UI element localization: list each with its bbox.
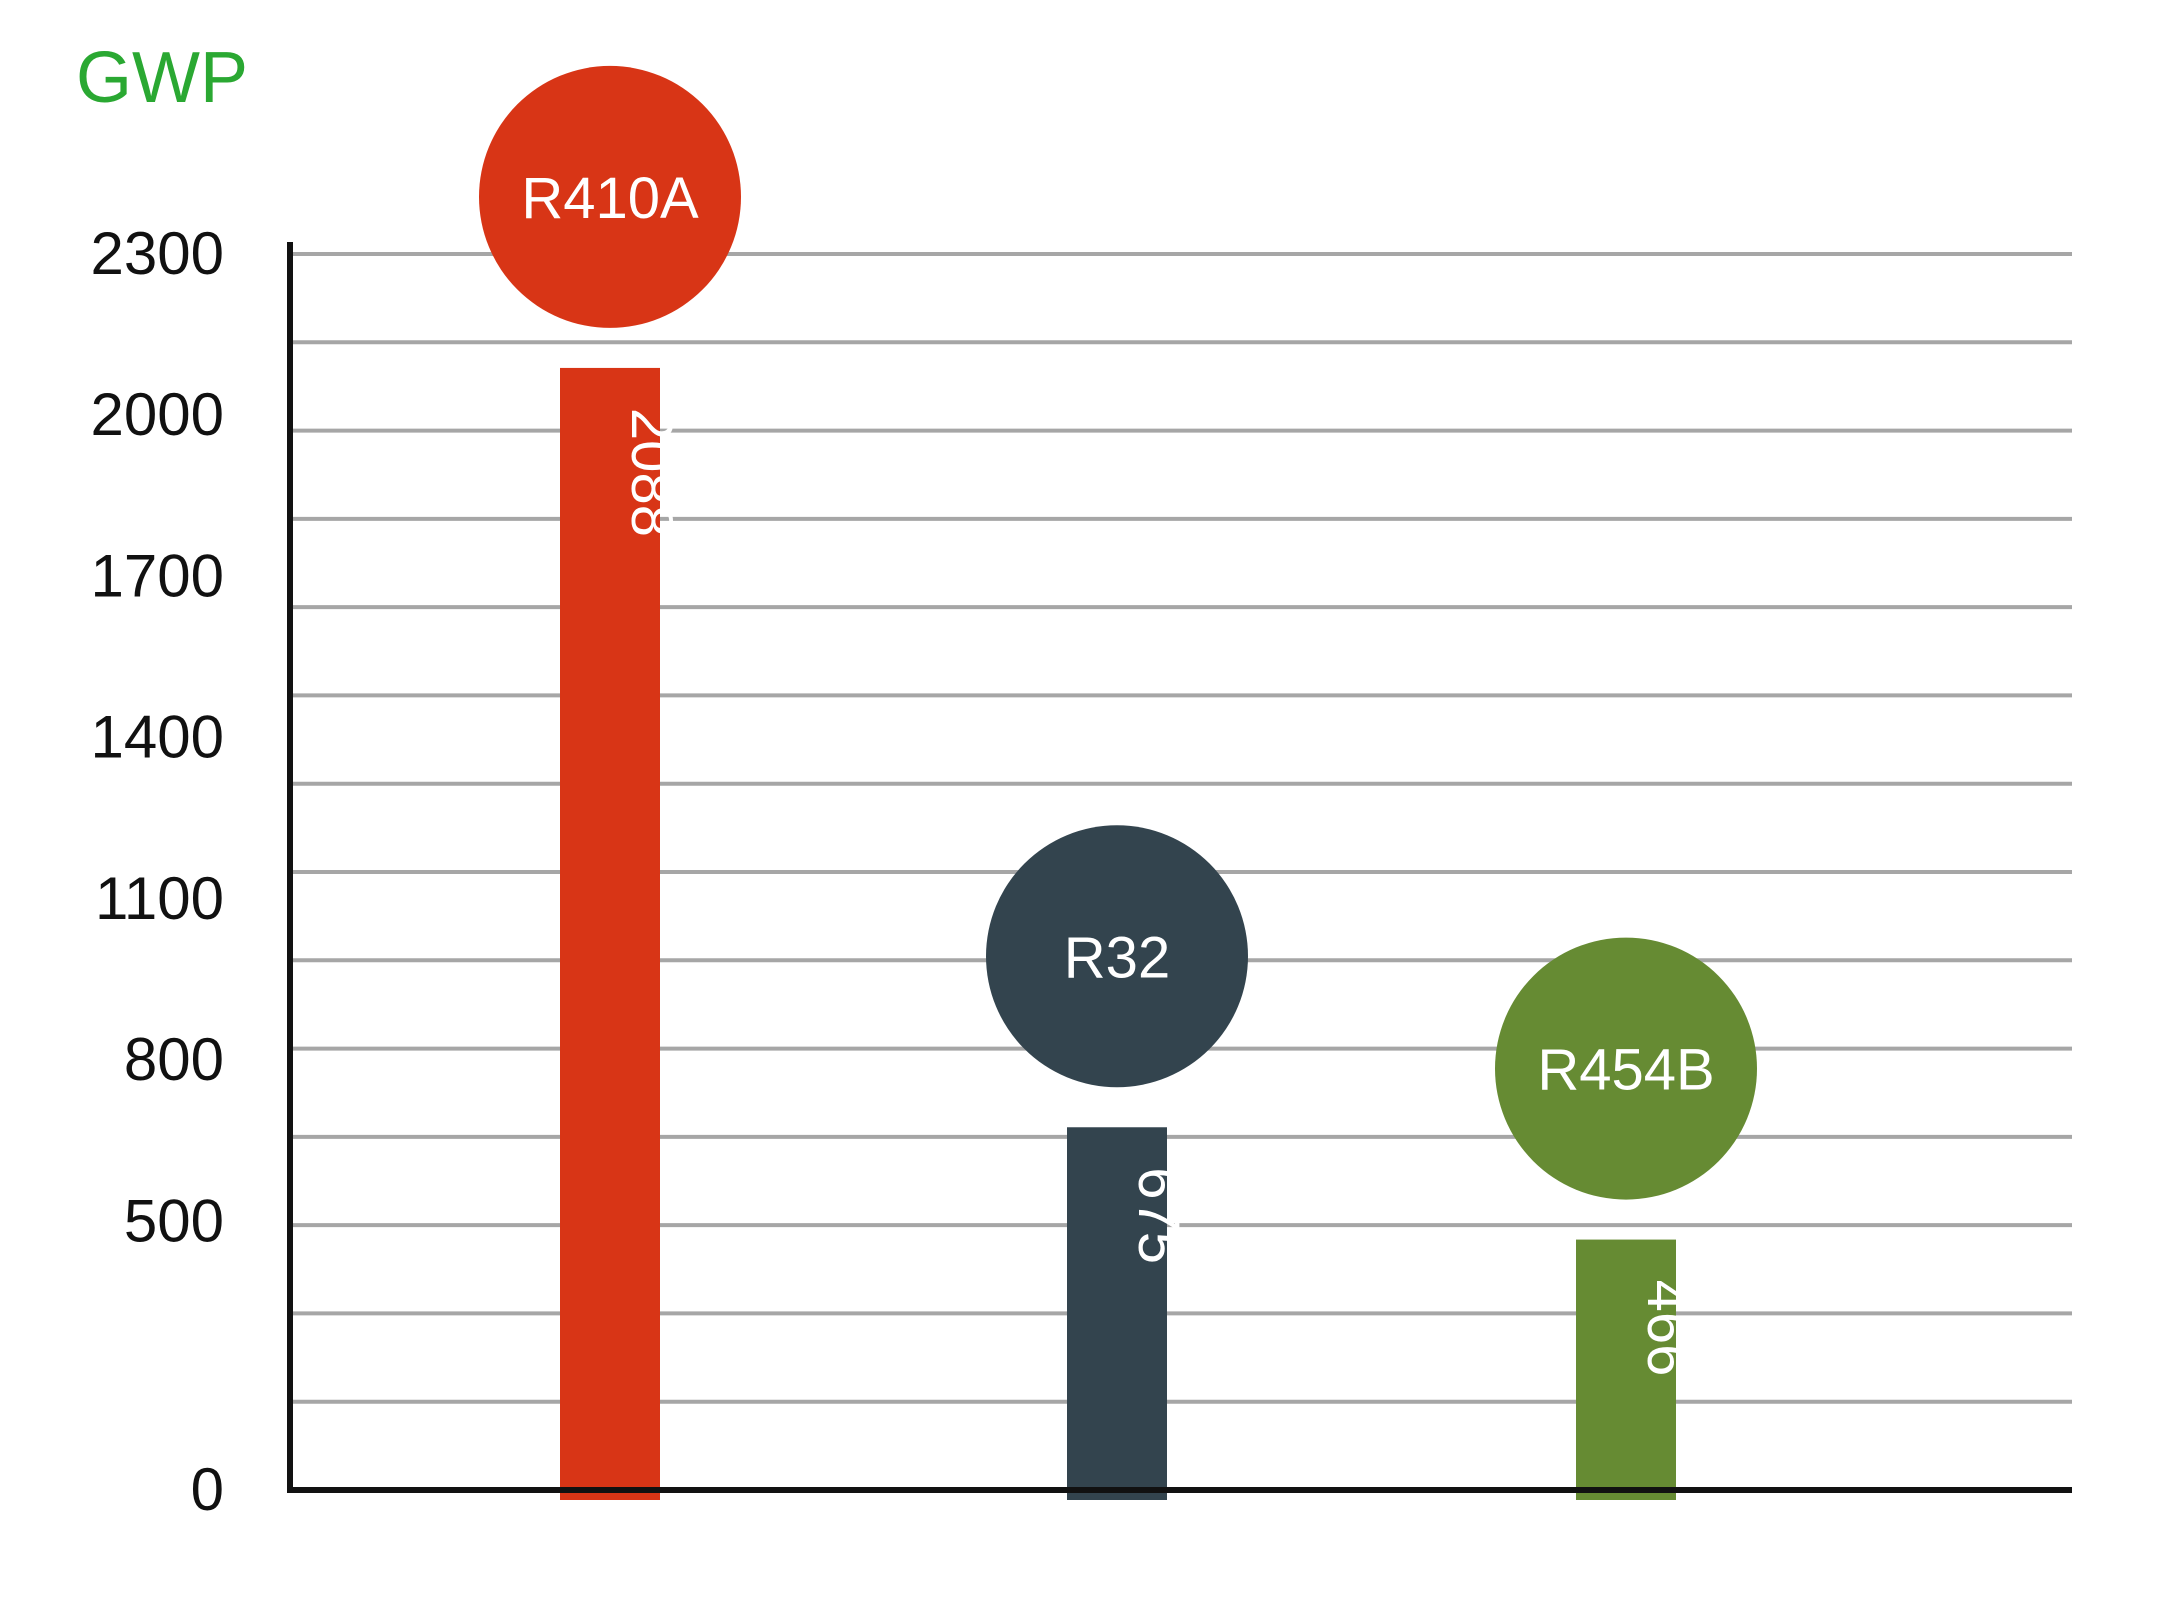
y-tick-label: 1700 [91, 542, 224, 609]
value-label: 675 [1126, 1167, 1191, 1264]
y-tick-label: 800 [124, 1026, 224, 1093]
y-axis-label: GWP [76, 38, 248, 118]
y-tick-label: 500 [124, 1187, 224, 1254]
bar-group-r454b: 466 R454B [1495, 937, 1757, 1500]
value-label: 2088 [619, 408, 684, 537]
y-tick-label: 1400 [91, 704, 224, 771]
y-tick-label: 2000 [91, 381, 224, 448]
bar-group-r410a: 2088 R410A [479, 65, 741, 1500]
y-tick-label: 2300 [91, 220, 224, 287]
y-tick-label: 1100 [95, 865, 224, 932]
bar-group-r32: 675 R32 [986, 825, 1248, 1500]
category-bubble [479, 65, 741, 328]
y-tick-label: 0 [191, 1456, 224, 1523]
category-bubble [986, 825, 1248, 1088]
bars: 2088 R410A 675 R32 466 R454B [479, 65, 1757, 1500]
category-label: R454B [1537, 1038, 1714, 1103]
category-label: R410A [521, 166, 699, 231]
category-label: R32 [1064, 925, 1170, 990]
bar [560, 367, 660, 1500]
category-bubble [1495, 937, 1757, 1200]
bar [1576, 1239, 1676, 1500]
value-label: 466 [1635, 1280, 1700, 1377]
bar [1067, 1127, 1167, 1500]
y-axis-ticks: 0 500 800 1100 1400 1700 2000 2300 [91, 220, 224, 1523]
